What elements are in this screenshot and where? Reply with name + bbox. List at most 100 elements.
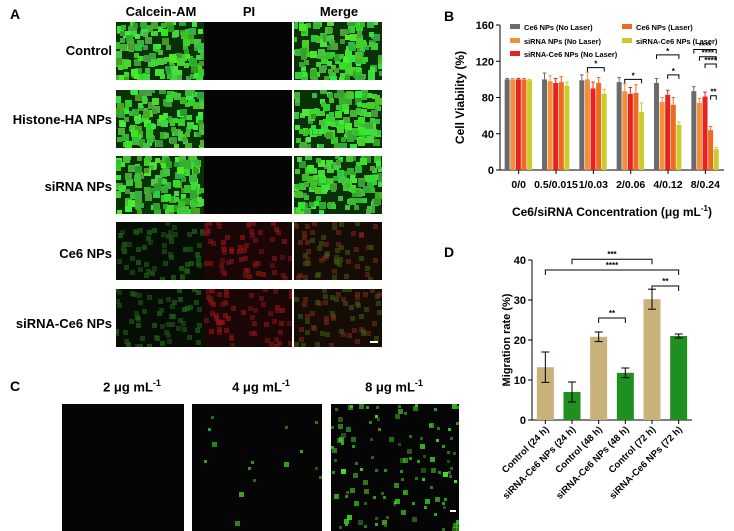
significance-bracket (704, 63, 717, 68)
significance-bracket (586, 67, 605, 72)
fluorescence-image (116, 222, 204, 280)
y-tick-label: 80 (482, 93, 494, 105)
bar (596, 83, 602, 170)
y-tick-label: 0 (520, 415, 526, 427)
significance-label: **** (704, 56, 717, 65)
bar (622, 91, 628, 170)
y-tick-label: 20 (514, 335, 526, 347)
bar (590, 336, 608, 420)
bar (713, 149, 719, 170)
legend-swatch (622, 38, 632, 43)
cell-viability-chart: 0 40 80 120 160 Cell Viability (%) 0/0 0.5/0.01… (453, 20, 724, 219)
scale-bar (450, 510, 456, 512)
col-header-calcein: Calcein-AM (125, 4, 197, 19)
bar (527, 80, 533, 170)
bar (547, 81, 553, 170)
bar (579, 80, 585, 170)
significance-bracket (571, 258, 653, 265)
fluorescence-image (204, 22, 292, 80)
bar (504, 79, 510, 170)
significance-bracket (656, 54, 680, 59)
fluorescence-image (204, 156, 292, 214)
fluorescence-image (294, 289, 382, 347)
fluorescence-image (294, 156, 382, 214)
x-tick-label: 8/0.24 (691, 179, 720, 191)
significance-bracket (693, 48, 717, 54)
legend-swatch (510, 24, 520, 29)
scale-bar (370, 341, 378, 343)
bar (696, 102, 702, 170)
bar (521, 79, 527, 170)
y-tick-label: 160 (476, 20, 494, 32)
bar (659, 102, 665, 170)
bar (691, 91, 697, 170)
panel-c-label: C (10, 378, 21, 394)
significance-label: * (594, 60, 598, 69)
y-tick-label: 40 (482, 129, 494, 141)
significance-bracket (710, 95, 717, 100)
legend-swatch (510, 38, 520, 43)
x-axis-label: Ce6/siRNA Concentration (μg mL-1) (512, 204, 712, 219)
significance-label: ** (662, 277, 669, 286)
legend-label: Ce6 NPs (No Laser) (524, 23, 593, 32)
significance-bracket (651, 285, 680, 291)
significance-label: **** (606, 261, 619, 270)
row-label-histone: Histone-HA NPs (12, 112, 112, 127)
x-tick-label: 2/0.06 (616, 179, 645, 191)
significance-label: **** (699, 41, 712, 50)
x-tick-label: 0.5/0.015 (534, 179, 578, 191)
panel-a-label: A (10, 6, 21, 22)
bar (639, 112, 645, 170)
fluorescence-image (204, 90, 292, 148)
bar (584, 79, 590, 170)
row-label-control: Control (65, 43, 112, 58)
panel-b-label: B (444, 8, 455, 24)
fluorescence-image (294, 222, 382, 280)
bar (676, 124, 682, 170)
y-tick-label: 0 (488, 165, 494, 177)
bar (633, 92, 639, 170)
y-tick-label: 30 (514, 295, 526, 307)
x-tick-label: 1/0.03 (579, 179, 608, 191)
bar (643, 299, 661, 420)
fluorescence-image (62, 404, 184, 531)
fluorescence-image (116, 289, 204, 347)
bar (670, 336, 688, 420)
bar (536, 367, 554, 420)
bar (510, 79, 516, 170)
y-axis-label: Cell Viability (%) (453, 51, 467, 144)
bar (616, 82, 622, 170)
bar (665, 94, 671, 170)
fluorescence-image (116, 156, 204, 214)
significance-bracket (598, 317, 626, 323)
bar (654, 83, 659, 170)
legend-label: siRNA-Ce6 NPs (Laser) (636, 37, 718, 46)
bar (590, 88, 596, 170)
fluorescence-image (204, 289, 292, 347)
bar (702, 96, 708, 170)
bar (563, 392, 581, 420)
fluorescence-image (116, 90, 204, 148)
significance-bracket (624, 78, 643, 84)
col-header-merge: Merge (319, 4, 359, 19)
conc-label-4: 4 μg mL-1 (232, 378, 290, 395)
fluorescence-image (294, 22, 382, 80)
bar (670, 104, 676, 170)
bar (553, 83, 559, 170)
col-header-pi: PI (242, 4, 256, 19)
bar (616, 372, 634, 420)
bar (564, 85, 570, 170)
fluorescence-image (192, 404, 322, 531)
bar (558, 82, 564, 170)
bar (627, 93, 633, 170)
significance-bracket (698, 56, 717, 61)
row-label-sirna: siRNA NPs (44, 179, 112, 194)
significance-label: ** (710, 88, 717, 97)
bar (542, 79, 547, 170)
y-tick-label: 120 (476, 56, 494, 68)
conc-label-2: 2 μg mL-1 (103, 378, 161, 395)
fluorescence-image (294, 90, 382, 148)
row-label-sirna-ce6: siRNA-Ce6 NPs (15, 316, 112, 331)
legend-swatch (510, 51, 520, 56)
